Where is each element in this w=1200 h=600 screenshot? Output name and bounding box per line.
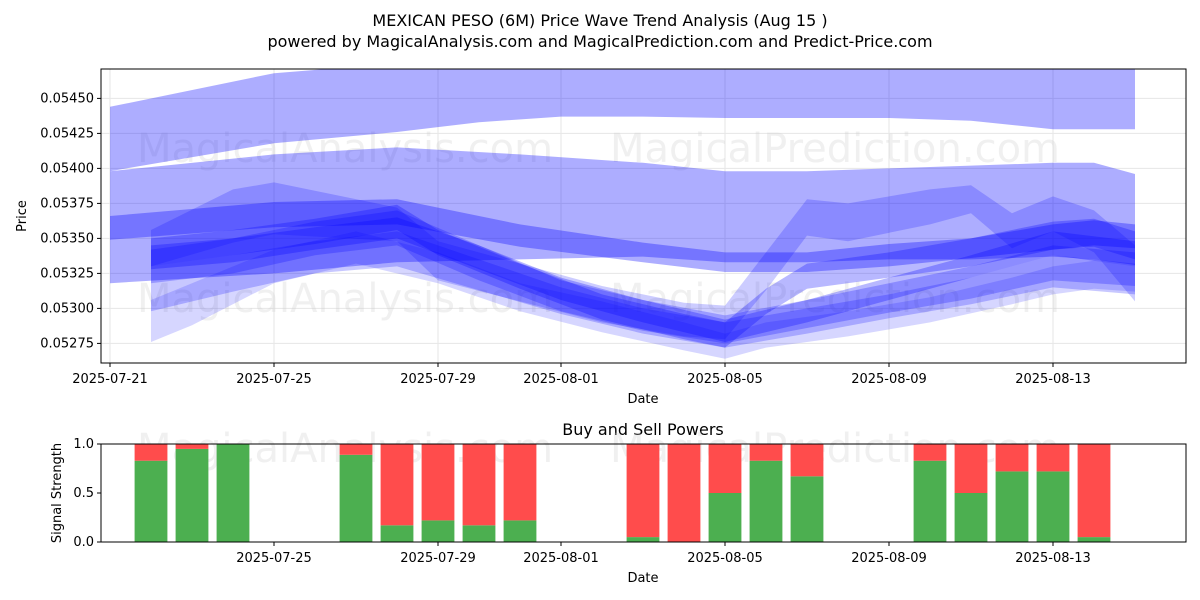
wave-band-4: [151, 182, 1135, 340]
price-plot: MagicalAnalysis.com MagicalPrediction.co…: [15, 68, 1187, 407]
price-y-tick-label: 0.05300: [40, 301, 94, 316]
signal-y-label: Signal Strength: [50, 443, 65, 543]
buy-bar: [380, 525, 414, 542]
price-watermarks: MagicalAnalysis.com MagicalPrediction.co…: [137, 126, 1060, 322]
signal-y-tick-label: 0.0: [73, 535, 94, 550]
signal-title: Buy and Sell Powers: [562, 420, 724, 439]
buy-bar: [339, 454, 373, 542]
wave-band-2: [110, 147, 1135, 284]
buy-bar: [1036, 471, 1070, 542]
price-x-label: Date: [627, 392, 658, 407]
price-y-tick-label: 0.05450: [40, 91, 94, 106]
buy-bar: [790, 476, 824, 542]
signal-x-tick-label: 2025-08-09: [851, 551, 927, 566]
price-x-tick-label: 2025-07-25: [236, 372, 312, 387]
wave-band-6: [151, 231, 1135, 348]
wave-band-9: [151, 217, 1135, 342]
buy-bar: [995, 471, 1029, 542]
sell-bar: [790, 444, 824, 477]
sell-bar: [1036, 444, 1070, 472]
price-y-tick-label: 0.05425: [40, 126, 94, 141]
sell-bar: [134, 444, 168, 461]
buy-bar: [175, 448, 209, 542]
price-y-tick-label: 0.05375: [40, 196, 94, 211]
watermark-prediction-2: MagicalPrediction.com: [610, 276, 1060, 322]
buy-bar: [216, 444, 250, 542]
wave-band-1: [110, 69, 1135, 172]
signal-x-tick-label: 2025-08-13: [1015, 551, 1091, 566]
price-y-tick-label: 0.05275: [40, 336, 94, 351]
price-x-tick-label: 2025-08-09: [851, 372, 927, 387]
sell-bar: [913, 444, 947, 461]
watermark-analysis: MagicalAnalysis.com: [137, 126, 553, 172]
chart-title: MEXICAN PESO (6M) Price Wave Trend Analy…: [372, 11, 827, 30]
price-grid: [101, 69, 1186, 363]
sell-bar: [749, 444, 783, 461]
price-y-tick-label: 0.05325: [40, 266, 94, 281]
price-y-ticks: 0.05275 0.05300 0.05325 0.05350 0.05375 0.054…: [40, 91, 101, 351]
sell-bar: [954, 444, 988, 493]
sell-bar: [667, 444, 701, 542]
sell-bar: [503, 444, 537, 521]
buy-bar: [913, 460, 947, 542]
price-x-ticks: 2025-07-21 2025-07-25 2025-07-29 2025-08-01…: [72, 363, 1091, 387]
sell-bar: [462, 444, 496, 526]
signal-x-label: Date: [627, 571, 658, 586]
signal-x-tick-label: 2025-07-25: [236, 551, 312, 566]
signal-y-tick-label: 0.5: [73, 486, 94, 501]
price-x-tick-label: 2025-08-05: [687, 372, 763, 387]
buy-bar: [708, 493, 742, 542]
price-y-tick-label: 0.05400: [40, 161, 94, 176]
signal-plot: Buy and Sell Powers MagicalAnalysis.com …: [50, 420, 1187, 586]
buy-bar: [626, 537, 660, 542]
signal-x-ticks: 2025-07-25 2025-07-29 2025-08-01 2025-08-05…: [236, 542, 1091, 566]
buy-bar: [1077, 537, 1111, 542]
sell-bar: [626, 444, 660, 538]
wave-band-group: [110, 69, 1135, 359]
signal-x-tick-label: 2025-08-01: [523, 551, 599, 566]
price-x-tick-label: 2025-08-01: [523, 372, 599, 387]
price-x-tick-label: 2025-07-21: [72, 372, 148, 387]
price-y-label: Price: [15, 200, 30, 232]
wave-band-5: [151, 210, 1135, 344]
wave-band-7: [151, 231, 1135, 359]
buy-bar: [954, 493, 988, 542]
watermark-prediction: MagicalPrediction.com: [610, 126, 1060, 172]
signal-y-tick-label: 1.0: [73, 437, 94, 452]
price-plot-frame: [100, 68, 1187, 364]
price-y-tick-label: 0.05350: [40, 231, 94, 246]
sell-bar: [1077, 444, 1111, 538]
signal-y-ticks: 0.0 0.5 1.0: [73, 437, 101, 550]
sell-bar: [380, 444, 414, 526]
chart-subtitle: powered by MagicalAnalysis.com and Magic…: [267, 32, 932, 51]
buy-bar: [134, 460, 168, 542]
watermark-analysis-2: MagicalAnalysis.com: [137, 276, 553, 322]
sell-bar: [708, 444, 742, 493]
price-x-tick-label: 2025-07-29: [400, 372, 476, 387]
buy-bar: [503, 520, 537, 542]
buy-bar: [421, 520, 455, 542]
wave-band-8: [151, 204, 1135, 348]
wave-bands: [110, 69, 1135, 359]
signal-bars: [134, 444, 1111, 542]
signal-x-tick-label: 2025-07-29: [400, 551, 476, 566]
sell-bar: [421, 444, 455, 521]
buy-bar: [462, 525, 496, 542]
wave-band-3: [110, 199, 1135, 272]
buy-bar: [749, 460, 783, 542]
price-x-tick-label: 2025-08-13: [1015, 372, 1091, 387]
signal-x-tick-label: 2025-08-05: [687, 551, 763, 566]
sell-bar: [175, 444, 209, 449]
sell-bar: [339, 444, 373, 455]
sell-bar: [995, 444, 1029, 472]
